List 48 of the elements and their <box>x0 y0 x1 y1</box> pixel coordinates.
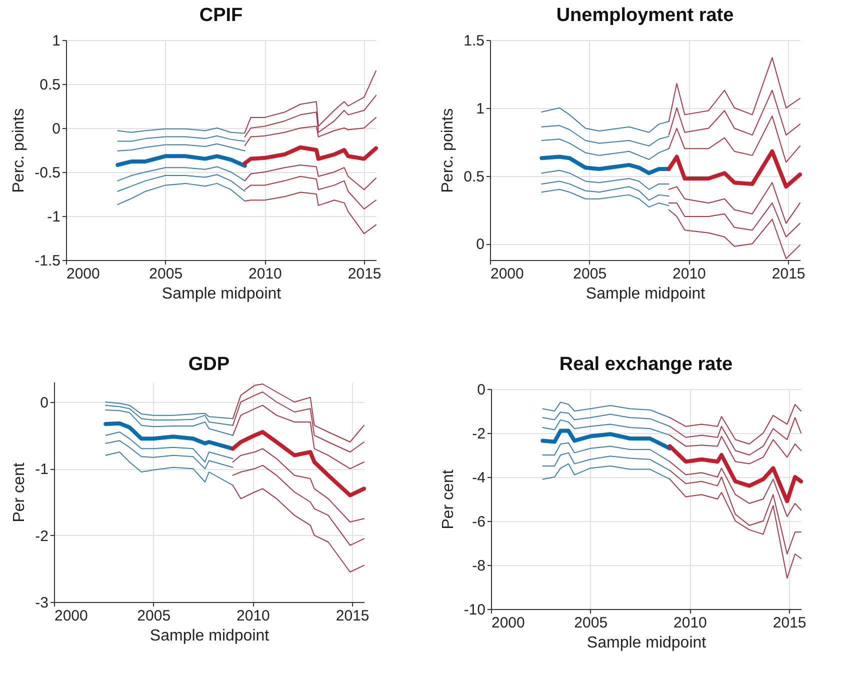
y-tick-label: -3 <box>35 594 48 612</box>
y-axis-title: Per cent <box>11 462 28 522</box>
x-tick-label: 2015 <box>772 614 806 632</box>
y-tick-label: 1 <box>476 100 484 118</box>
y-tick-label: 1 <box>52 32 60 50</box>
y-tick-label: -1.5 <box>34 252 60 270</box>
x-tick-label: 2005 <box>573 266 607 282</box>
x-axis-title: Sample midpoint <box>586 286 706 302</box>
x-tick-label: 2010 <box>248 266 282 282</box>
y-tick-label: -2 <box>472 426 486 442</box>
y-axis-title: Perc. points <box>10 108 28 193</box>
x-tick-label: 2015 <box>336 608 370 624</box>
x-tick-label: 2000 <box>490 266 524 282</box>
x-tick-label: 2000 <box>54 608 88 624</box>
x-tick-label: 2000 <box>492 614 525 632</box>
y-tick-label: 0 <box>476 236 484 254</box>
y-tick-label: -10 <box>464 602 486 618</box>
y-tick-label: 1.5 <box>464 32 484 50</box>
x-tick-label: 2015 <box>772 266 806 282</box>
y-tick-label: -6 <box>472 514 486 530</box>
x-tick-label: 2005 <box>137 608 171 624</box>
x-tick-label: 2005 <box>149 266 183 282</box>
chart-title: Unemployment rate <box>556 5 734 26</box>
chart-title: CPIF <box>199 5 243 26</box>
x-tick-label: 2005 <box>574 614 608 632</box>
y-tick-label: -0.5 <box>34 164 60 182</box>
y-tick-label: 0 <box>477 382 486 398</box>
y-tick-label: -2 <box>35 528 48 545</box>
y-axis-title: Perc. points <box>440 108 457 193</box>
y-tick-label: 0 <box>40 394 48 412</box>
y-tick-label: 0.5 <box>40 76 60 94</box>
y-tick-label: -4 <box>472 470 486 486</box>
y-tick-label: 0.5 <box>464 168 484 186</box>
y-tick-label: -1 <box>47 208 60 226</box>
x-tick-label: 2015 <box>348 266 382 282</box>
y-axis-title: Per cent <box>440 469 457 530</box>
y-tick-label: 0 <box>52 120 60 138</box>
x-axis-title: Sample midpoint <box>162 286 282 302</box>
chart-title: Real exchange rate <box>559 354 733 375</box>
x-axis-title: Sample midpoint <box>150 628 270 644</box>
chart-title: GDP <box>188 354 230 375</box>
x-axis-title: Sample midpoint <box>586 634 707 652</box>
x-tick-label: 2010 <box>674 614 707 632</box>
y-tick-label: -1 <box>35 461 48 478</box>
x-tick-label: 2000 <box>66 266 100 282</box>
x-tick-label: 2010 <box>236 608 270 624</box>
y-tick-label: -8 <box>472 558 486 574</box>
x-tick-label: 2010 <box>672 266 706 282</box>
